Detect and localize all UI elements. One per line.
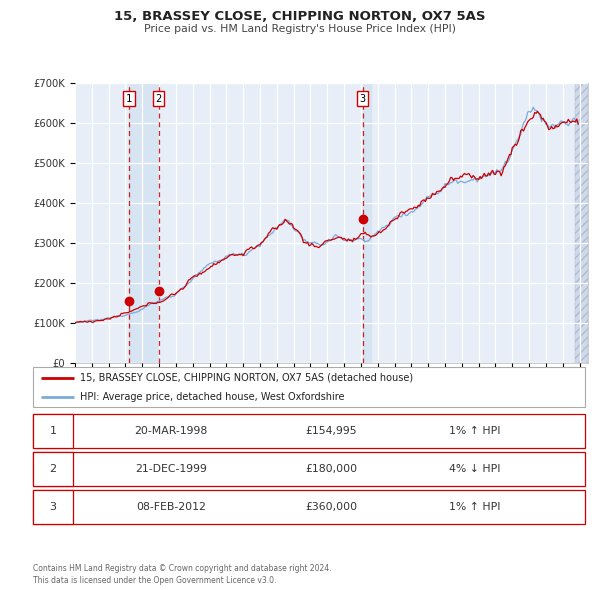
Text: 1: 1 (126, 94, 132, 104)
Text: £180,000: £180,000 (305, 464, 357, 474)
Text: 3: 3 (49, 502, 56, 512)
Text: 3: 3 (359, 94, 366, 104)
Text: 1: 1 (49, 427, 56, 436)
Text: HPI: Average price, detached house, West Oxfordshire: HPI: Average price, detached house, West… (80, 392, 344, 402)
Text: 4% ↓ HPI: 4% ↓ HPI (449, 464, 500, 474)
Text: Contains HM Land Registry data © Crown copyright and database right 2024.
This d: Contains HM Land Registry data © Crown c… (33, 565, 331, 585)
Text: 15, BRASSEY CLOSE, CHIPPING NORTON, OX7 5AS: 15, BRASSEY CLOSE, CHIPPING NORTON, OX7 … (114, 10, 486, 23)
Text: 1% ↑ HPI: 1% ↑ HPI (449, 502, 500, 512)
FancyBboxPatch shape (33, 490, 73, 524)
Text: 2: 2 (155, 94, 162, 104)
FancyBboxPatch shape (33, 414, 73, 448)
FancyBboxPatch shape (33, 452, 585, 486)
FancyBboxPatch shape (33, 414, 585, 448)
Bar (129, 83, 159, 363)
Text: 2: 2 (49, 464, 56, 474)
Text: 20-MAR-1998: 20-MAR-1998 (134, 427, 208, 436)
Text: 21-DEC-1999: 21-DEC-1999 (135, 464, 207, 474)
FancyBboxPatch shape (33, 490, 585, 524)
Text: £360,000: £360,000 (305, 502, 357, 512)
Bar (575, 83, 588, 363)
FancyBboxPatch shape (33, 367, 585, 407)
FancyBboxPatch shape (33, 452, 73, 486)
Text: 15, BRASSEY CLOSE, CHIPPING NORTON, OX7 5AS (detached house): 15, BRASSEY CLOSE, CHIPPING NORTON, OX7 … (80, 373, 413, 383)
Text: 08-FEB-2012: 08-FEB-2012 (136, 502, 206, 512)
Bar (362, 83, 371, 363)
Text: 1% ↑ HPI: 1% ↑ HPI (449, 427, 500, 436)
Text: £154,995: £154,995 (305, 427, 357, 436)
Text: Price paid vs. HM Land Registry's House Price Index (HPI): Price paid vs. HM Land Registry's House … (144, 25, 456, 34)
